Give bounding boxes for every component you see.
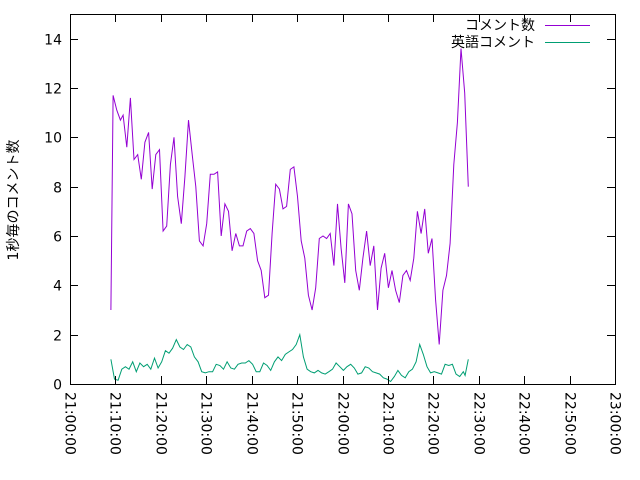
- y-tick-label: 14: [44, 33, 62, 49]
- x-tick-label: 21:40:00: [244, 392, 260, 455]
- x-tick-label: 22:10:00: [380, 392, 396, 455]
- y-tick-label: 12: [44, 82, 62, 98]
- y-tick-label: 8: [53, 181, 62, 197]
- x-tick-label: 22:00:00: [335, 392, 351, 455]
- x-tick-label: 22:30:00: [471, 392, 487, 455]
- plot-border: [70, 14, 616, 385]
- y-tick-label: 2: [53, 329, 62, 345]
- x-tick-label: 22:20:00: [425, 392, 441, 455]
- x-tick-label: 22:50:00: [562, 392, 578, 455]
- legend-label: コメント数: [465, 18, 535, 34]
- y-tick-label: 0: [53, 378, 62, 394]
- x-tick-label: 22:40:00: [516, 392, 532, 455]
- y-tick-label: 4: [53, 279, 62, 295]
- x-tick-label: 21:20:00: [153, 392, 169, 455]
- y-axis-label: 1秒毎のコメント数: [6, 140, 22, 261]
- x-tick-label: 23:00:00: [607, 392, 623, 455]
- x-tick-label: 21:30:00: [198, 392, 214, 455]
- series-line-1: [110, 48, 469, 345]
- x-tick-label: 21:00:00: [62, 392, 78, 455]
- x-tick-label: 21:10:00: [107, 392, 123, 455]
- series-line-2: [110, 332, 469, 383]
- ticks-layer: 0 2 4 6 8 10 12 14 21:00:00 21:10:00 21:20:00 21:30…: [44, 14, 623, 455]
- y-tick-label: 6: [53, 230, 62, 246]
- legend-label: 英語コメント: [451, 34, 535, 51]
- y-tick-label: 10: [44, 131, 62, 147]
- x-tick-label: 21:50:00: [289, 392, 305, 455]
- series-layer: [110, 48, 469, 383]
